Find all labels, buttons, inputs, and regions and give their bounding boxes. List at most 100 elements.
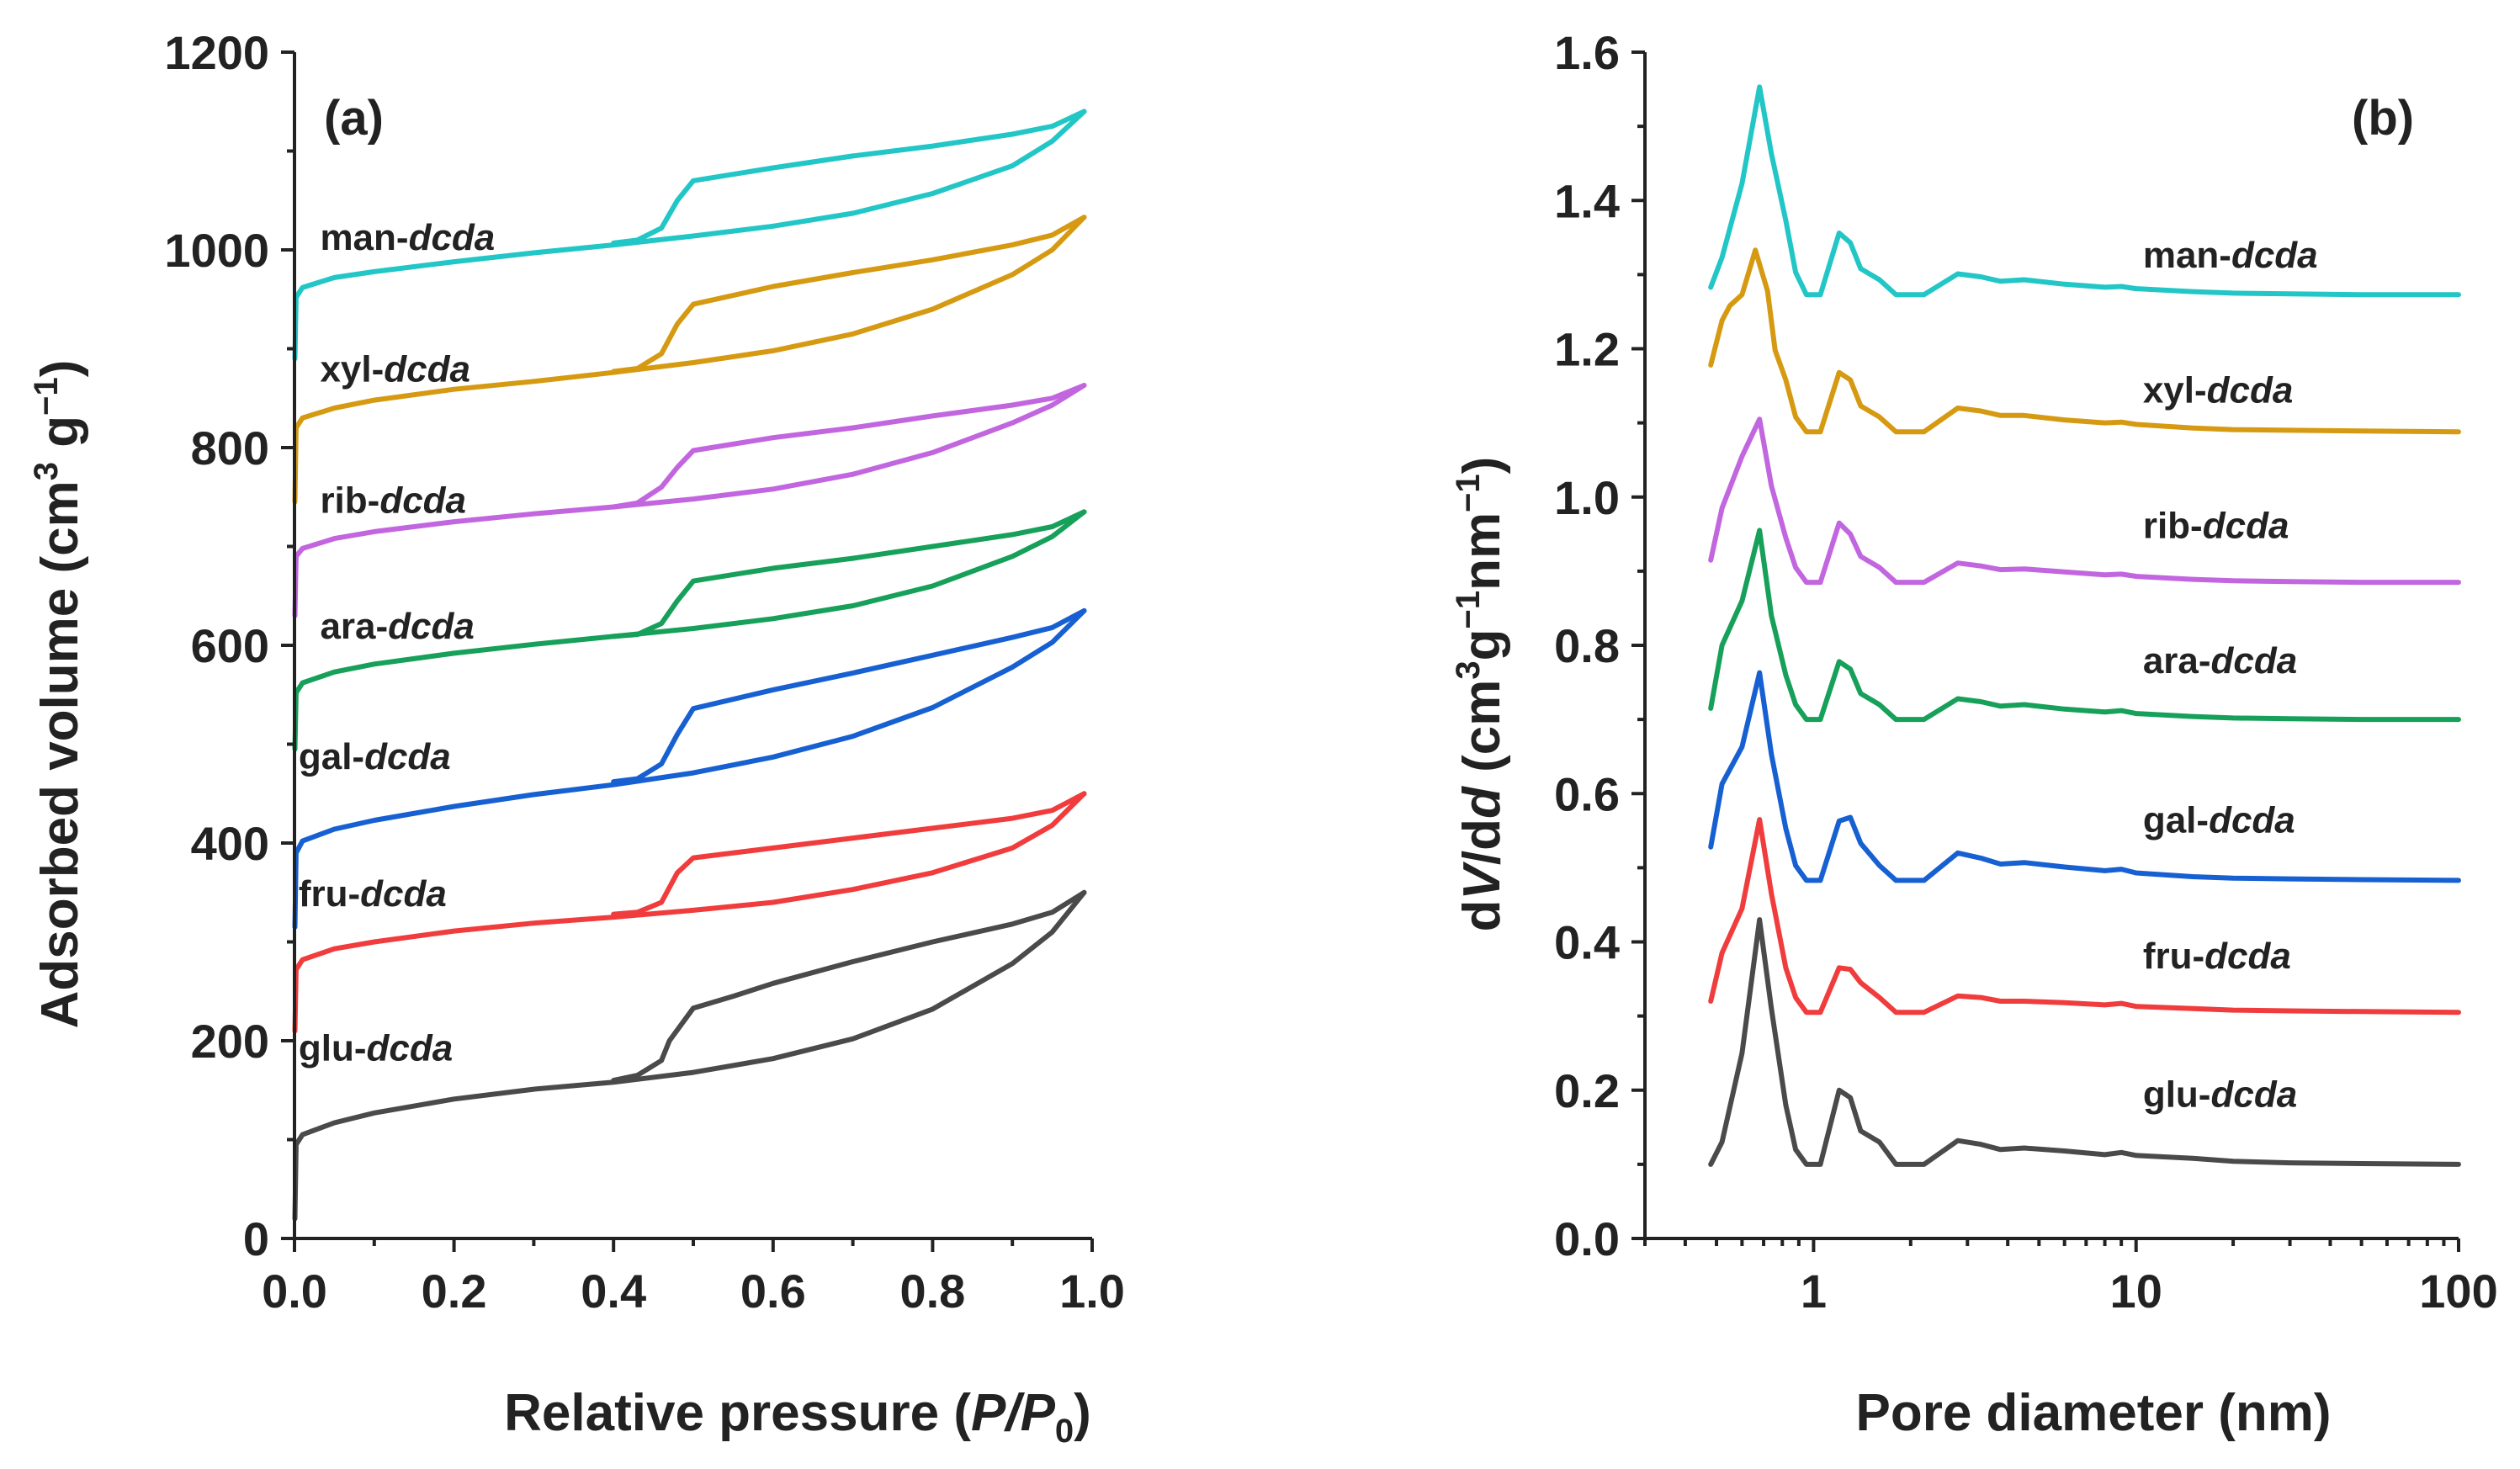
panel-b-series-label: rib-dcda [2143,506,2289,547]
panel-b-y-tick-label: 1.6 [1554,26,1620,79]
panel-a-series-labels: glu-dcdafru-dcdagal-dcdaara-dcdarib-dcda… [299,217,495,1069]
panel-b-label: (b) [2352,91,2414,146]
panel-a-desorption-branch [611,109,1087,246]
panel-a-x-tick-label: 0.8 [899,1265,965,1318]
panel-a-x-tick-label: 0.0 [262,1265,327,1318]
panel-b-y-title-slash-d: /d [1453,819,1511,865]
panel-b-series-label: man-dcda [2143,235,2318,276]
panel-b-series-label: gal-dcda [2143,800,2295,841]
panel-a-y-tick-label: 200 [191,1015,269,1068]
panel-a-series-xyl-dcda [292,215,1087,505]
panel-b-y-title-d1: d [1453,899,1511,931]
panel-a-y-tick-label: 800 [191,422,269,475]
panel-b-x-tick-label: 100 [2419,1265,2497,1318]
panel-b-y-title-sup3: −1 [1450,474,1487,512]
panel-b-series-xyl-dcda [1708,247,2461,435]
panel-b-series-gal-dcda [1708,670,2461,883]
panel-a-x-title-close: ) [1074,1384,1091,1442]
panel-b-y-tick-label: 1.4 [1554,174,1620,227]
panel-b-y-title-close: ) [1453,457,1511,475]
panel-b-pore-size-distribution: glu-dcdafru-dcdagal-dcdaara-dcdarib-dcda… [1450,26,2498,1442]
panel-a-series-rib-dcda [292,383,1087,618]
panel-b-y-tick-label: 0.8 [1554,619,1620,672]
series-label-suffix: dcda [388,606,475,647]
panel-b-series-label: xyl-dcda [2143,369,2294,411]
panel-b-series-fru-dcda [1708,817,2461,1016]
series-label-prefix: glu- [2143,1074,2211,1116]
series-label-suffix: dcda [360,873,447,915]
series-label-suffix: dcda [2203,506,2289,547]
panel-b-series-label: fru-dcda [2143,936,2291,977]
series-label-suffix: dcda [366,1028,453,1069]
panel-b-series-label: glu-dcda [2143,1074,2297,1116]
panel-a-desorption-branch [611,607,1087,785]
series-label-prefix: gal- [2143,800,2209,841]
panel-a-y-title-mid: g [31,416,89,462]
series-label-prefix: ara- [320,606,388,647]
panel-a-series-ara-dcda [292,509,1087,752]
panel-b-y-title-g: g [1453,629,1511,661]
series-label-prefix: xyl- [320,348,384,390]
panel-a-x-tick-label: 0.2 [422,1265,487,1318]
panel-a-y-axis-title: Adsorbed volume (cm3 g−1) [28,360,89,1029]
panel-a-x-tick-label: 0.6 [740,1265,806,1318]
panel-a-y-tick-label: 400 [191,817,269,870]
series-label-suffix: dcda [2207,369,2294,411]
series-label-suffix: dcda [364,736,451,777]
panel-a-y-title-sup1: 3 [28,462,65,480]
panel-a-desorption-branch [611,215,1087,374]
series-label-prefix: fru- [299,873,360,915]
panel-b-y-tick-label: 0.2 [1554,1064,1620,1117]
panel-b-y-title-sup2: −1 [1450,591,1487,629]
series-label-prefix: rib- [2143,506,2203,547]
panel-a-x-title-italic: P/P [971,1384,1056,1442]
panel-b-series-labels: glu-dcdafru-dcdagal-dcdaara-dcdarib-dcda… [2143,235,2318,1116]
panel-a-series-man-dcda [292,109,1087,362]
panel-b-series-label: ara-dcda [2143,640,2297,681]
panel-b-y-tick-label: 0.6 [1554,767,1620,820]
series-label-prefix: rib- [320,480,379,522]
panel-b-series-man-dcda [1708,84,2461,298]
series-label-suffix: dcda [2209,800,2295,841]
panel-a-series-label: fru-dcda [299,873,447,915]
series-label-prefix: xyl- [2143,369,2207,411]
panel-a-adsorption-branch [292,607,1087,930]
panel-a-y-title-sup2: −1 [28,377,65,416]
series-label-suffix: dcda [2210,1074,2297,1116]
panel-b-y-title-nm: nm [1453,512,1511,591]
panel-b-x-axis-title: Pore diameter (nm) [1855,1384,2331,1442]
panel-a-axes: 0.0 0.2 0.4 0.6 0.8 1.0 0 200 400 600 800 1000 1200 [164,26,1125,1318]
panel-b-y-title-d2: d [1453,786,1511,819]
panel-b-y-tick-label: 1.0 [1554,471,1620,524]
panel-a-y-tick-label: 0 [243,1212,269,1265]
series-label-suffix: dcda [2204,936,2291,977]
panel-b-series-rib-dcda [1708,416,2461,586]
series-label-prefix: gal- [299,736,364,777]
panel-a-series-label: glu-dcda [299,1028,453,1069]
panel-a-x-tick-label: 1.0 [1059,1265,1125,1318]
panel-a-label: (a) [324,91,384,146]
panel-b-y-tick-label: 0.4 [1554,916,1620,969]
panel-b-y-tick-label: 0.0 [1554,1212,1620,1265]
panel-b-y-title-v: V [1453,861,1511,899]
panel-a-y-tick-label: 1000 [164,224,269,277]
panel-a-y-title-text: Adsorbed volume (cm [31,480,89,1028]
panel-a-x-tick-label: 0.4 [581,1265,646,1318]
panel-a-desorption-branch [611,383,1087,510]
panel-a-isotherms: glu-dcdafru-dcdagal-dcdaara-dcdarib-dcda… [28,26,1125,1450]
panel-a-series-label: rib-dcda [320,480,466,522]
panel-b-series-ara-dcda [1708,528,2461,723]
panel-a-x-title-text: Relative pressure ( [504,1384,971,1442]
panel-b-series-group [1708,84,2461,1167]
panel-a-series-glu-dcda [292,889,1087,1222]
panel-a-desorption-branch [611,509,1087,639]
series-label-suffix: dcda [2231,235,2318,276]
panel-b-x-tick-label: 10 [2110,1265,2162,1318]
panel-a-series-label: gal-dcda [299,736,451,777]
panel-a-desorption-branch [611,791,1087,917]
panel-a-x-axis-title: Relative pressure (P/P0) [504,1384,1091,1450]
panel-b-y-title-sup1: 3 [1450,660,1487,679]
series-label-suffix: dcda [409,217,496,258]
panel-a-series-label: man-dcda [320,217,495,258]
